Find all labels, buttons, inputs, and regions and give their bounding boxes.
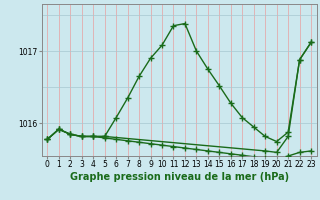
X-axis label: Graphe pression niveau de la mer (hPa): Graphe pression niveau de la mer (hPa) xyxy=(70,172,289,182)
